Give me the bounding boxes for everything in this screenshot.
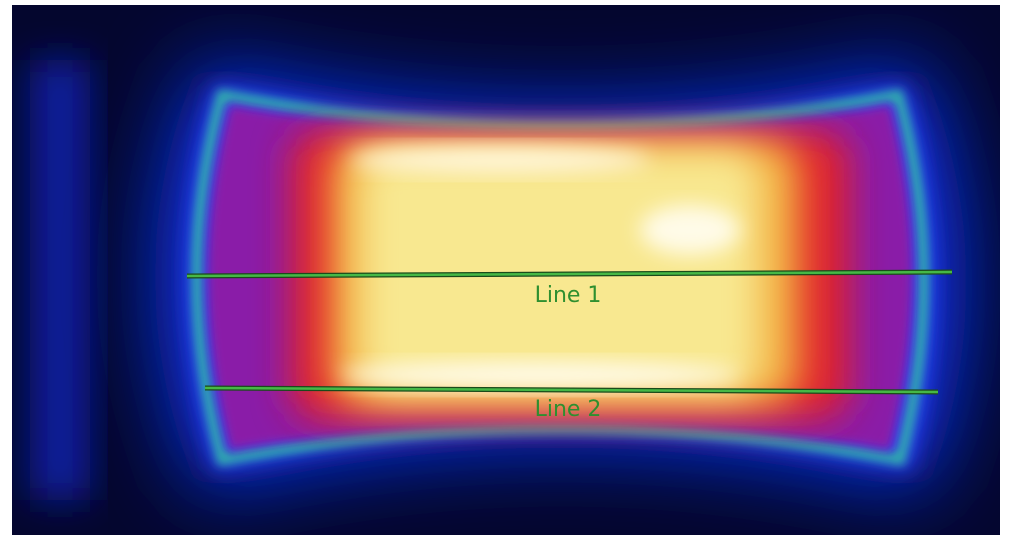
hot-spot	[640, 205, 740, 255]
thermal-image: Line 1 Line 2	[0, 0, 1010, 538]
line-label: Line 2	[535, 397, 602, 422]
hot-band-top	[350, 146, 650, 174]
page: Line 1 Line 2 (() => { const data = JSON…	[0, 0, 1010, 538]
line-label: Line 1	[535, 283, 602, 308]
image-content	[12, 5, 1000, 535]
left-glow	[30, 60, 90, 500]
hot-band	[340, 361, 740, 389]
